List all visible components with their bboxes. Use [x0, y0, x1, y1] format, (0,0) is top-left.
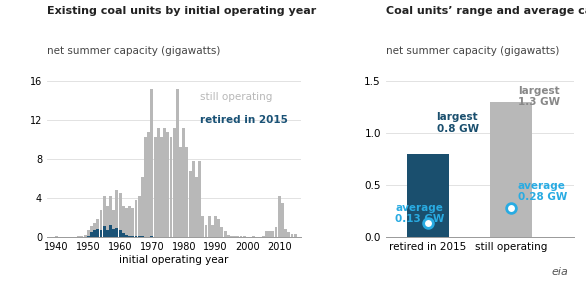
Text: average
0.13 GW: average 0.13 GW — [395, 203, 445, 224]
Bar — [262, 236, 265, 237]
Bar — [217, 219, 220, 237]
Bar — [271, 231, 274, 237]
Bar — [118, 193, 121, 237]
Bar — [138, 236, 141, 237]
Bar — [93, 230, 96, 237]
Text: largest
0.8 GW: largest 0.8 GW — [437, 112, 479, 134]
Bar — [109, 225, 112, 237]
Bar — [147, 132, 150, 237]
Bar — [103, 226, 105, 237]
Bar — [224, 231, 227, 237]
Text: Existing coal units by initial operating year: Existing coal units by initial operating… — [47, 6, 316, 16]
Bar — [281, 203, 284, 237]
Bar — [227, 235, 230, 237]
Bar — [115, 190, 118, 237]
Bar — [90, 226, 93, 237]
Bar — [169, 138, 172, 237]
Bar — [265, 231, 268, 237]
Bar — [125, 235, 128, 237]
Bar — [233, 236, 236, 237]
Bar — [90, 232, 93, 237]
Bar — [163, 128, 166, 237]
Bar — [243, 236, 246, 237]
Bar — [135, 200, 138, 237]
Bar — [100, 210, 103, 237]
Bar — [198, 161, 201, 237]
Bar — [122, 206, 125, 237]
Bar — [84, 235, 87, 237]
Bar — [77, 236, 80, 237]
Text: net summer capacity (gigawatts): net summer capacity (gigawatts) — [47, 46, 220, 56]
Bar — [115, 228, 118, 237]
Bar — [113, 210, 115, 237]
Bar — [128, 206, 131, 237]
Text: largest
1.3 GW: largest 1.3 GW — [517, 86, 560, 107]
Bar — [166, 132, 169, 237]
Bar — [214, 216, 217, 237]
Bar — [109, 196, 112, 237]
Bar — [100, 230, 103, 237]
Bar — [138, 196, 141, 237]
Bar — [211, 225, 214, 237]
Bar — [205, 225, 207, 237]
Bar — [96, 229, 99, 237]
Bar — [173, 128, 176, 237]
Bar — [154, 138, 156, 237]
Bar — [186, 147, 188, 237]
Bar — [202, 216, 205, 237]
Bar — [93, 223, 96, 237]
Bar — [176, 89, 179, 237]
Bar — [278, 196, 281, 237]
Bar — [122, 233, 125, 237]
Text: eia: eia — [551, 267, 568, 277]
Bar — [275, 227, 277, 237]
Bar — [128, 236, 131, 237]
Bar — [253, 236, 255, 237]
Bar — [490, 102, 532, 237]
Bar — [96, 219, 99, 237]
Bar — [141, 177, 144, 237]
Bar — [151, 236, 154, 237]
Bar — [131, 236, 134, 237]
Bar — [230, 236, 233, 237]
Bar — [87, 230, 90, 237]
Bar — [113, 229, 115, 237]
Bar — [284, 229, 287, 237]
Bar — [103, 196, 105, 237]
Text: Coal units’ range and average capacity: Coal units’ range and average capacity — [386, 6, 586, 16]
Bar — [160, 138, 163, 237]
Bar — [240, 236, 243, 237]
Bar — [157, 128, 160, 237]
Bar — [208, 216, 210, 237]
Text: retired in 2015: retired in 2015 — [200, 115, 288, 125]
Bar — [135, 236, 138, 237]
X-axis label: initial operating year: initial operating year — [120, 255, 229, 265]
Bar — [106, 206, 109, 237]
Bar — [287, 232, 290, 237]
Bar — [236, 236, 239, 237]
Bar — [294, 234, 297, 237]
Bar — [179, 147, 182, 237]
Bar — [55, 236, 58, 237]
Bar — [80, 236, 83, 237]
Bar — [151, 89, 154, 237]
Bar — [87, 236, 90, 237]
Bar — [189, 171, 192, 237]
Bar — [220, 227, 223, 237]
Bar — [192, 161, 195, 237]
Bar — [141, 236, 144, 237]
Bar — [118, 230, 121, 237]
Text: net summer capacity (gigawatts): net summer capacity (gigawatts) — [386, 46, 559, 56]
Bar — [131, 208, 134, 237]
Bar — [195, 177, 198, 237]
Bar — [106, 230, 109, 237]
Bar — [291, 234, 294, 237]
Bar — [144, 138, 147, 237]
Bar — [268, 231, 271, 237]
Bar — [182, 128, 185, 237]
Text: still operating: still operating — [200, 92, 272, 102]
Bar — [407, 154, 448, 237]
Bar — [125, 208, 128, 237]
Text: average
0.28 GW: average 0.28 GW — [517, 181, 567, 202]
